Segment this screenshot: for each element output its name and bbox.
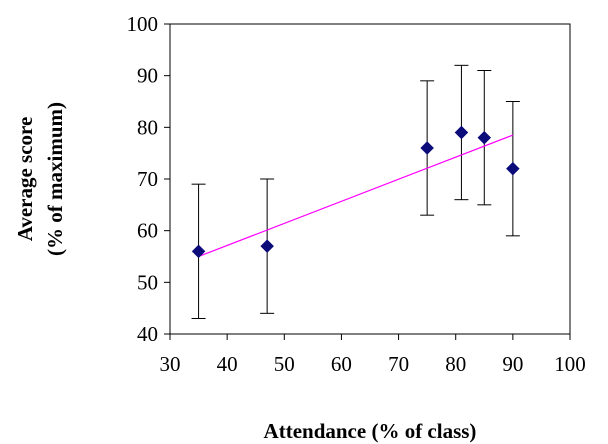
y-tick-label: 100 <box>127 12 159 36</box>
data-point <box>454 125 469 140</box>
y-axis-title-line2: (% of maximum) <box>43 102 67 256</box>
data-point <box>260 239 274 254</box>
data-point <box>420 141 434 155</box>
y-axis-title-line1: Average score <box>13 117 37 242</box>
x-axis-ticks: 30 40 50 60 70 80 90 100 <box>160 334 586 376</box>
trendline <box>198 134 514 258</box>
y-tick-label: 90 <box>137 64 158 88</box>
data-point <box>191 244 206 259</box>
data-point <box>477 130 492 145</box>
x-tick-label: 40 <box>217 352 238 376</box>
y-axis-title: Average score (% of maximum) <box>13 102 67 256</box>
plot-area <box>169 23 571 335</box>
x-tick-label: 100 <box>554 352 586 376</box>
y-tick-label: 50 <box>137 270 158 294</box>
y-tick-label: 70 <box>137 167 158 191</box>
x-tick-label: 60 <box>331 352 352 376</box>
data-point <box>506 161 520 176</box>
y-tick-label: 80 <box>137 115 158 139</box>
x-tick-label: 50 <box>274 352 295 376</box>
x-tick-label: 30 <box>160 352 181 376</box>
trendline-layer <box>198 134 514 258</box>
x-tick-label: 80 <box>445 352 466 376</box>
x-tick-label: 70 <box>388 352 409 376</box>
y-tick-label: 60 <box>137 219 158 243</box>
y-tick-label: 40 <box>137 322 158 346</box>
y-axis-ticks: 40 50 60 70 80 90 100 <box>127 12 170 346</box>
x-tick-label: 90 <box>502 352 523 376</box>
data-points <box>191 125 520 259</box>
x-axis-title: Attendance (% of class) <box>264 419 477 443</box>
